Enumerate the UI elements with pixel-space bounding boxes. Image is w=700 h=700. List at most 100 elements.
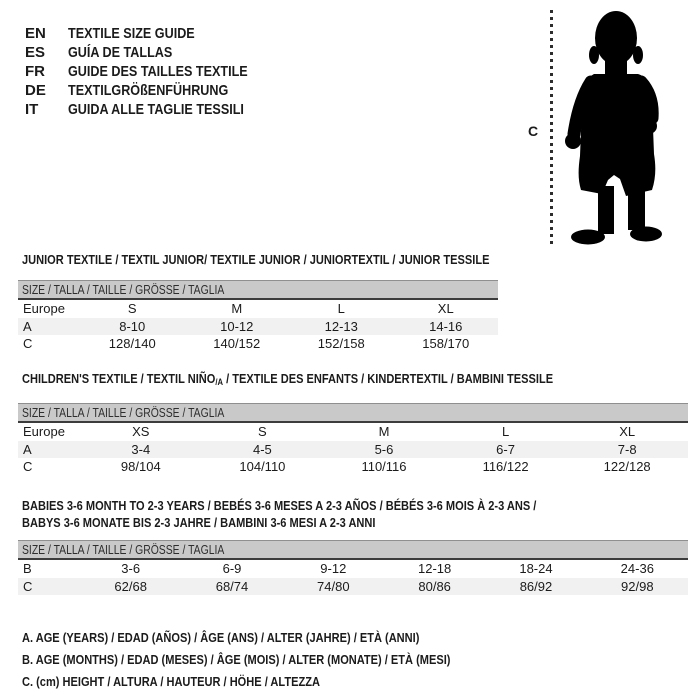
toddler-torso-shorts bbox=[578, 74, 656, 196]
size-header-label: SIZE / TALLA / TAILLE / GRÖSSE / TAGLIA bbox=[22, 282, 225, 297]
language-code: IT bbox=[25, 101, 39, 118]
section-title-line: JUNIOR TEXTILE / TEXTIL JUNIOR/ TEXTILE … bbox=[22, 251, 489, 268]
toddler-arm-right bbox=[634, 75, 659, 125]
size-cell: 3-4 bbox=[131, 441, 151, 457]
size-cell: 12-18 bbox=[418, 561, 452, 577]
title-text: / TEXTILE DES ENFANTS / KINDERTEXTIL / B… bbox=[223, 371, 554, 386]
section-title: BABIES 3-6 MONTH TO 2-3 YEARS / BEBÉS 3-… bbox=[18, 497, 688, 531]
section-title-line: BABYS 3-6 MONATE BIS 2-3 JAHRE / BAMBINI… bbox=[22, 514, 588, 531]
toddler-head bbox=[595, 11, 637, 65]
size-cell: S bbox=[258, 424, 267, 440]
size-cell: 3-6 bbox=[121, 561, 141, 577]
language-code: DE bbox=[25, 82, 46, 99]
size-cell: 24-36 bbox=[620, 561, 654, 577]
section-title: CHILDREN'S TEXTILE / TEXTIL NIÑO/A / TEX… bbox=[18, 370, 688, 391]
language-item: EN TEXTILE SIZE GUIDE bbox=[25, 24, 282, 43]
table-row: C 98/104 104/110 110/116 116/122 122/128 bbox=[18, 458, 688, 476]
row-label: A bbox=[23, 441, 32, 457]
toddler-ear-right bbox=[633, 46, 643, 64]
size-cell: 62/68 bbox=[114, 578, 147, 594]
size-cell: 158/170 bbox=[422, 336, 470, 352]
size-table: Europe XS S M L XL A 3-4 4-5 5-6 6-7 7-8 C 98/104 104/… bbox=[18, 423, 688, 476]
size-cell: 68/74 bbox=[215, 578, 249, 594]
table-row: C 128/140 140/152 152/158 158/170 bbox=[18, 335, 498, 353]
size-cell: 104/110 bbox=[239, 459, 286, 475]
size-header-label: SIZE / TALLA / TAILLE / GRÖSSE / TAGLIA bbox=[22, 405, 225, 420]
size-cell: 140/152 bbox=[213, 336, 261, 352]
language-guide-title: GUIDE DES TAILLES TEXTILE bbox=[68, 63, 248, 80]
language-guide-title: TEXTILE SIZE GUIDE bbox=[68, 25, 195, 42]
size-cell: 86/92 bbox=[519, 578, 553, 594]
toddler-neck bbox=[605, 58, 627, 76]
size-cell: XS bbox=[132, 424, 150, 440]
language-title-list: EN TEXTILE SIZE GUIDE ES GUÍA DE TALLAS FR GU… bbox=[25, 24, 282, 119]
size-cell: 12-13 bbox=[324, 318, 358, 334]
row-label: C bbox=[23, 459, 33, 475]
size-cell: L bbox=[501, 424, 510, 440]
toddler-foot-left bbox=[571, 229, 605, 245]
language-guide-title: TEXTILGRÖßENFÜHRUNG bbox=[68, 82, 229, 99]
section-title: JUNIOR TEXTILE / TEXTIL JUNIOR/ TEXTILE … bbox=[18, 251, 498, 268]
toddler-arm-left bbox=[567, 75, 598, 141]
size-cell: XL bbox=[437, 301, 454, 317]
language-item: FR GUIDE DES TAILLES TEXTILE bbox=[25, 62, 282, 81]
language-code: ES bbox=[25, 44, 46, 61]
size-cell: 8-10 bbox=[119, 318, 146, 334]
title-text: JUNIOR TEXTILE / TEXTIL JUNIOR/ TEXTILE … bbox=[22, 252, 490, 267]
row-label: Europe bbox=[23, 301, 65, 317]
language-guide-title: GUIDA ALLE TAGLIE TESSILI bbox=[68, 101, 244, 118]
size-cell: 6-7 bbox=[496, 441, 515, 457]
size-cell: 9-12 bbox=[320, 561, 347, 577]
toddler-ear-left bbox=[589, 46, 599, 64]
toddler-foot-right bbox=[630, 226, 662, 242]
toddler-hand-right bbox=[641, 118, 657, 134]
toddler-leg-left bbox=[598, 186, 614, 234]
size-cell: 92/98 bbox=[621, 578, 654, 594]
table-row: A 3-4 4-5 5-6 6-7 7-8 bbox=[18, 440, 688, 458]
row-label: C bbox=[23, 336, 33, 352]
size-cell: 7-8 bbox=[617, 441, 637, 457]
size-header-bar: SIZE / TALLA / TAILLE / GRÖSSE / TAGLIA bbox=[18, 540, 688, 560]
size-cell: 98/104 bbox=[120, 459, 161, 475]
size-cell: S bbox=[127, 301, 137, 317]
title-text: BABIES 3-6 MONTH TO 2-3 YEARS / BEBÉS 3-… bbox=[22, 498, 537, 513]
row-label: C bbox=[23, 578, 33, 594]
junior-textile-section: JUNIOR TEXTILE / TEXTIL JUNIOR/ TEXTILE … bbox=[18, 251, 498, 353]
size-cell: 10-12 bbox=[220, 318, 254, 334]
toddler-hand-left bbox=[565, 133, 581, 149]
size-cell: 18-24 bbox=[519, 561, 553, 577]
footnote-line: B. AGE (MONTHS) / EDAD (MESES) / ÂGE (MO… bbox=[22, 652, 451, 667]
table-row: Europe S M L XL bbox=[18, 300, 498, 318]
size-cell: 14-16 bbox=[429, 318, 463, 334]
size-header-label: SIZE / TALLA / TAILLE / GRÖSSE / TAGLIA bbox=[22, 542, 225, 557]
size-cell: 122/128 bbox=[603, 459, 651, 475]
toddler-leg-right bbox=[628, 184, 645, 230]
row-label: A bbox=[23, 318, 32, 334]
size-cell: M bbox=[231, 301, 243, 317]
language-item: DE TEXTILGRÖßENFÜHRUNG bbox=[25, 81, 282, 100]
size-table: Europe S M L XL A 8-10 10-12 12-13 14-16 C 128/140 1… bbox=[18, 300, 498, 353]
title-text: BABYS 3-6 MONATE BIS 2-3 JAHRE / BAMBINI… bbox=[22, 515, 376, 530]
height-measure-label: C bbox=[528, 123, 539, 139]
language-guide-title: GUÍA DE TALLAS bbox=[68, 44, 173, 61]
table-row: Europe XS S M L XL bbox=[18, 423, 688, 441]
size-cell: L bbox=[337, 301, 345, 317]
table-row: A 8-10 10-12 12-13 14-16 bbox=[18, 317, 498, 335]
row-label: B bbox=[23, 561, 32, 577]
babies-textile-section: BABIES 3-6 MONTH TO 2-3 YEARS / BEBÉS 3-… bbox=[18, 497, 688, 595]
size-cell: 116/122 bbox=[482, 459, 529, 475]
footnote-line: A. AGE (YEARS) / EDAD (AÑOS) / ÂGE (ANS)… bbox=[22, 630, 420, 645]
childrens-textile-section: CHILDREN'S TEXTILE / TEXTIL NIÑO/A / TEX… bbox=[18, 370, 688, 476]
footnote-list: A. AGE (YEARS) / EDAD (AÑOS) / ÂGE (ANS)… bbox=[22, 627, 526, 693]
section-title-line: BABIES 3-6 MONTH TO 2-3 YEARS / BEBÉS 3-… bbox=[22, 497, 588, 514]
size-cell: XL bbox=[619, 424, 636, 440]
section-title-line: CHILDREN'S TEXTILE / TEXTIL NIÑO/A / TEX… bbox=[22, 370, 588, 391]
size-cell: 5-6 bbox=[374, 441, 394, 457]
language-item: ES GUÍA DE TALLAS bbox=[25, 43, 282, 62]
language-item: IT GUIDA ALLE TAGLIE TESSILI bbox=[25, 100, 282, 119]
size-cell: 4-5 bbox=[252, 441, 272, 457]
size-cell: M bbox=[378, 424, 390, 440]
size-cell: 110/116 bbox=[361, 459, 407, 475]
size-cell: 152/158 bbox=[317, 336, 365, 352]
title-subscript: /A bbox=[215, 377, 224, 387]
